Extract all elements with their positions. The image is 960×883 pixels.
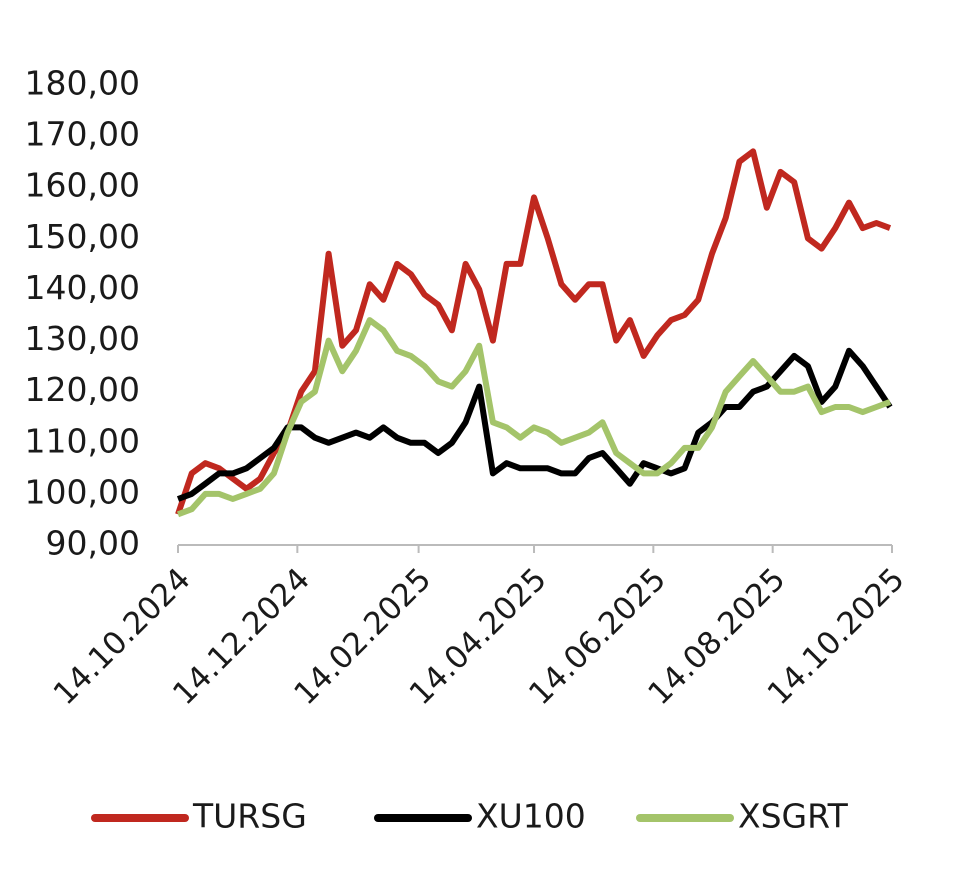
y-tick-label: 180,00: [25, 64, 140, 103]
series-line: [175, 148, 892, 516]
legend-label: TURSG: [192, 797, 307, 836]
y-tick-label: 90,00: [46, 524, 140, 563]
legend-label: XU100: [476, 797, 586, 836]
y-tick-label: 130,00: [25, 319, 140, 358]
y-tick-label: 140,00: [25, 268, 140, 307]
y-tick-label: 120,00: [25, 370, 140, 409]
y-tick-label: 150,00: [25, 217, 140, 256]
legend-label: XSGRT: [738, 797, 849, 836]
series-line: [176, 317, 892, 518]
y-tick-label: 110,00: [25, 421, 140, 460]
y-tick-label: 160,00: [25, 166, 140, 205]
y-tick-label: 170,00: [25, 115, 140, 154]
y-tick-label: 100,00: [25, 472, 140, 511]
